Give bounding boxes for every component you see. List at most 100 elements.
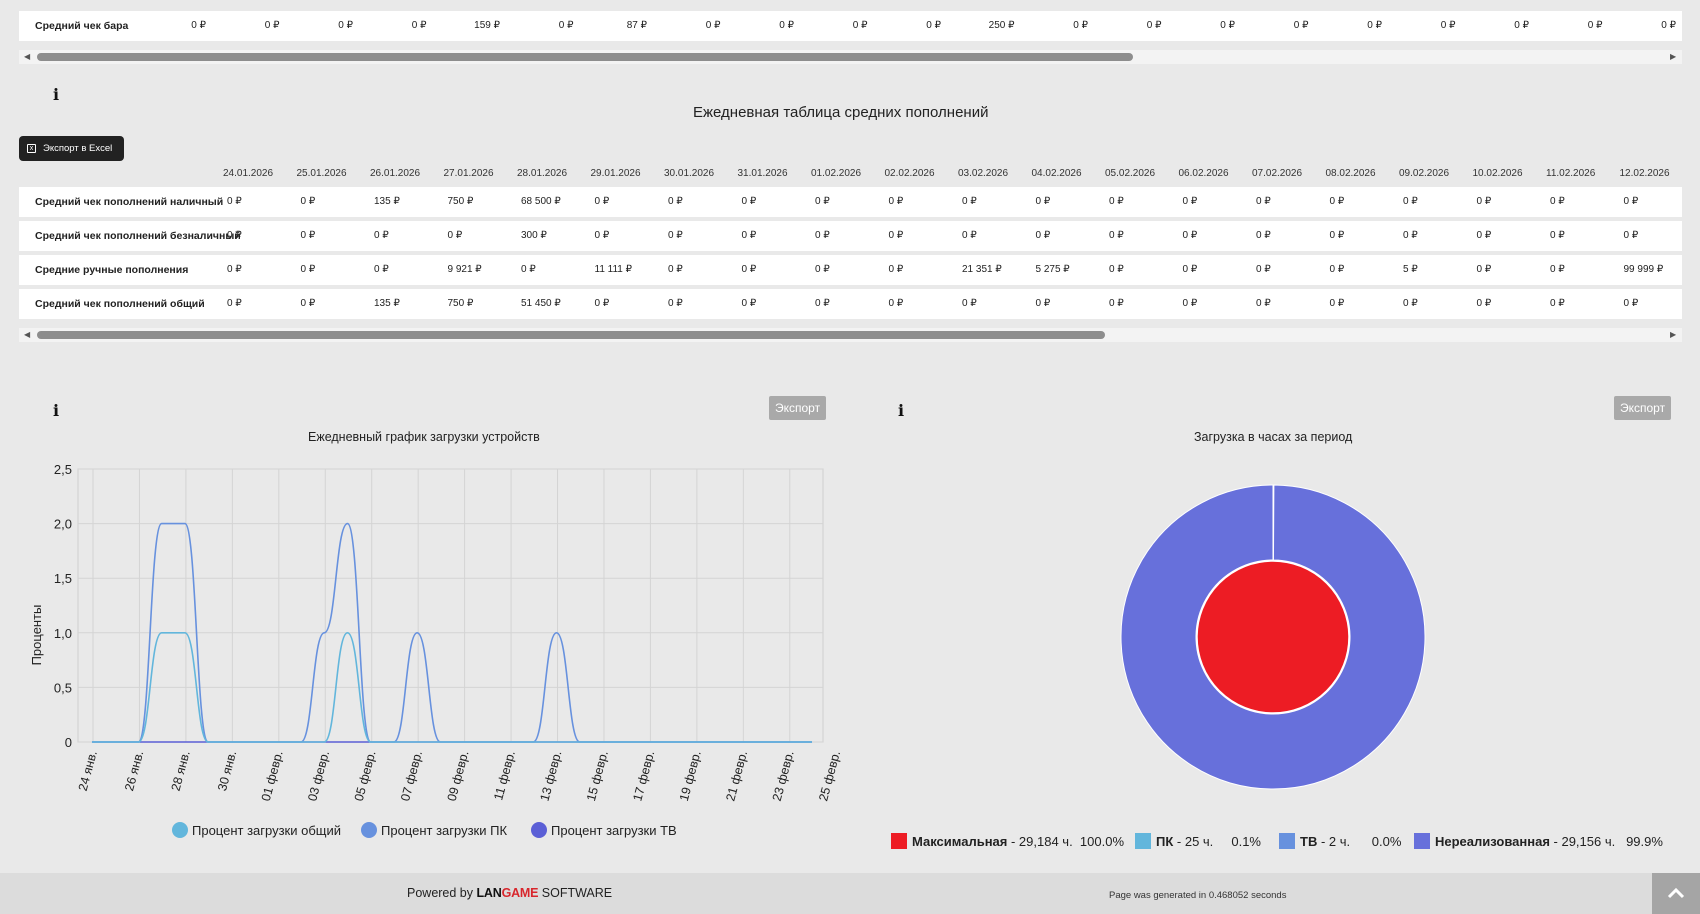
- table-cell: 0 ₽: [374, 230, 389, 241]
- table-cell: 0 ₽: [594, 230, 610, 241]
- table-cell: 0 ₽: [558, 20, 574, 31]
- table-cell: 87 ₽: [626, 20, 647, 31]
- scroll-left-arrow-icon[interactable]: ◀: [24, 330, 31, 339]
- legend-item[interactable]: Процент загрузки ТВ: [531, 822, 677, 838]
- table-cell: 0 ₽: [1035, 230, 1051, 241]
- row-label: Средний чек пополнений общий: [35, 298, 205, 310]
- table-cell: 0 ₽: [1623, 230, 1639, 241]
- pie-chart-export-button[interactable]: Экспорт: [1614, 396, 1672, 420]
- table-cell: 0 ₽: [594, 298, 610, 309]
- table-cell: 0 ₽: [888, 264, 904, 275]
- table-cell: 0 ₽: [227, 230, 242, 241]
- export-excel-button[interactable]: x Экспорт в Excel: [19, 136, 124, 161]
- table-cell: 0 ₽: [191, 20, 206, 31]
- export-excel-label: Экспорт в Excel: [43, 143, 113, 154]
- table-cell: 0 ₽: [227, 264, 242, 275]
- x-tick-label: 09 февр.: [445, 749, 472, 803]
- table-cell: 0 ₽: [815, 264, 830, 275]
- table-cell: 0 ₽: [1623, 196, 1639, 207]
- legend-value: - 29,156 ч. 99.9%: [1549, 834, 1663, 849]
- date-column-header: 28.01.2026: [517, 168, 568, 179]
- table-cell: 5 275 ₽: [1035, 264, 1070, 275]
- table-cell: 0 ₽: [815, 196, 830, 207]
- excel-icon: x: [27, 144, 36, 153]
- table-cell: 0 ₽: [1035, 196, 1051, 207]
- date-column-header: 24.01.2026: [223, 168, 274, 179]
- table-cell: 0 ₽: [1182, 196, 1198, 207]
- x-tick-label: 13 февр.: [538, 749, 565, 803]
- table-cell: 0 ₽: [815, 230, 830, 241]
- legend-item[interactable]: ТВ - 2 ч. 0.0%: [1279, 833, 1401, 849]
- table-cell: 0 ₽: [815, 298, 830, 309]
- table-cell: 0 ₽: [521, 264, 536, 275]
- table-cell: 0 ₽: [852, 20, 868, 31]
- table-row: Средние ручные пополнения 0 ₽ 0 ₽ 0 ₽ 9 921 …: [19, 255, 1682, 285]
- table-cell: 0 ₽: [926, 20, 941, 31]
- info-icon[interactable]: i: [898, 401, 905, 420]
- table-cell: 0 ₽: [962, 230, 977, 241]
- x-tick-label: 24 янв.: [76, 749, 100, 792]
- pie-slice-Максимальная[interactable]: [1196, 560, 1350, 714]
- topup-table-title: Ежедневная таблица средних пополнений: [693, 104, 989, 121]
- brand-logo[interactable]: LANGAME: [476, 886, 538, 900]
- date-column-header: 27.01.2026: [443, 168, 494, 179]
- table-cell: 0 ₽: [300, 230, 316, 241]
- date-column-header: 25.01.2026: [296, 168, 347, 179]
- table-cell: 0 ₽: [1367, 20, 1382, 31]
- table-cell: 300 ₽: [521, 230, 547, 241]
- y-tick-label: 2,5: [54, 462, 72, 477]
- legend-item[interactable]: Процент загрузки ПК: [361, 822, 507, 838]
- table-cell: 0 ₽: [1109, 230, 1124, 241]
- scroll-right-arrow-icon[interactable]: ▶: [1670, 330, 1677, 339]
- scroll-to-top-button[interactable]: [1652, 873, 1700, 914]
- topup-table-scrollbar[interactable]: ◀ ▶: [19, 328, 1682, 342]
- row-label: Средние ручные пополнения: [35, 264, 189, 276]
- legend-item[interactable]: Процент загрузки общий: [172, 822, 341, 838]
- bar-table-scrollbar[interactable]: ◀ ▶: [19, 50, 1682, 64]
- table-cell: 0 ₽: [668, 230, 683, 241]
- x-tick-label: 25 февр.: [816, 749, 843, 803]
- line-series-0[interactable]: [92, 631, 812, 743]
- date-column-header: 10.02.2026: [1472, 168, 1523, 179]
- table-cell: 0 ₽: [962, 298, 977, 309]
- table-cell: 0 ₽: [888, 298, 904, 309]
- scrollbar-thumb[interactable]: [37, 331, 1105, 339]
- legend-item[interactable]: ПК - 25 ч. 0.1%: [1135, 833, 1261, 849]
- line-chart-export-button[interactable]: Экспорт: [769, 396, 827, 420]
- table-cell: 0 ₽: [1073, 20, 1088, 31]
- powered-by: Powered by LANGAME SOFTWARE: [407, 886, 612, 900]
- legend-marker: [361, 822, 377, 838]
- legend-marker: [1414, 833, 1430, 849]
- table-cell: 0 ₽: [1329, 230, 1345, 241]
- legend-item[interactable]: Нереализованная - 29,156 ч. 99.9%: [1414, 833, 1663, 849]
- scroll-left-arrow-icon[interactable]: ◀: [24, 52, 31, 61]
- info-icon[interactable]: i: [53, 401, 60, 420]
- table-cell: 0 ₽: [264, 20, 280, 31]
- scrollbar-thumb[interactable]: [37, 53, 1133, 61]
- date-column-header: 07.02.2026: [1252, 168, 1303, 179]
- table-cell: 11 111 ₽: [594, 264, 633, 275]
- table-cell: 0 ₽: [888, 230, 904, 241]
- table-cell: 0 ₽: [779, 20, 794, 31]
- table-cell: 0 ₽: [1220, 20, 1235, 31]
- x-tick-label: 01 февр.: [259, 749, 286, 803]
- x-tick-label: 28 янв.: [169, 749, 193, 792]
- table-row: Средний чек пополнений наличный 0 ₽0 ₽135…: [19, 187, 1682, 217]
- legend-value: - 2 ч. 0.0%: [1317, 834, 1402, 849]
- brand-lan: LAN: [476, 886, 502, 900]
- table-cell: 21 351 ₽: [962, 264, 1002, 275]
- y-tick-label: 0,5: [54, 680, 72, 695]
- table-cell: 250 ₽: [988, 20, 1015, 31]
- table-cell: 0 ₽: [1403, 230, 1418, 241]
- table-cell: 0 ₽: [1109, 264, 1124, 275]
- legend-label: Нереализованная: [1435, 834, 1550, 849]
- scroll-right-arrow-icon[interactable]: ▶: [1670, 52, 1677, 61]
- legend-item[interactable]: Максимальная - 29,184 ч. 100.0%: [891, 833, 1124, 849]
- legend-label: ПК: [1156, 834, 1174, 849]
- info-icon[interactable]: i: [53, 85, 60, 104]
- table-cell: 0 ₽: [1550, 264, 1565, 275]
- chevron-up-icon: [1667, 887, 1685, 899]
- table-cell: 0 ₽: [227, 298, 242, 309]
- pie-slice-Нереализованная[interactable]: [1120, 484, 1426, 790]
- generation-time: Page was generated in 0.468052 seconds: [1109, 890, 1287, 901]
